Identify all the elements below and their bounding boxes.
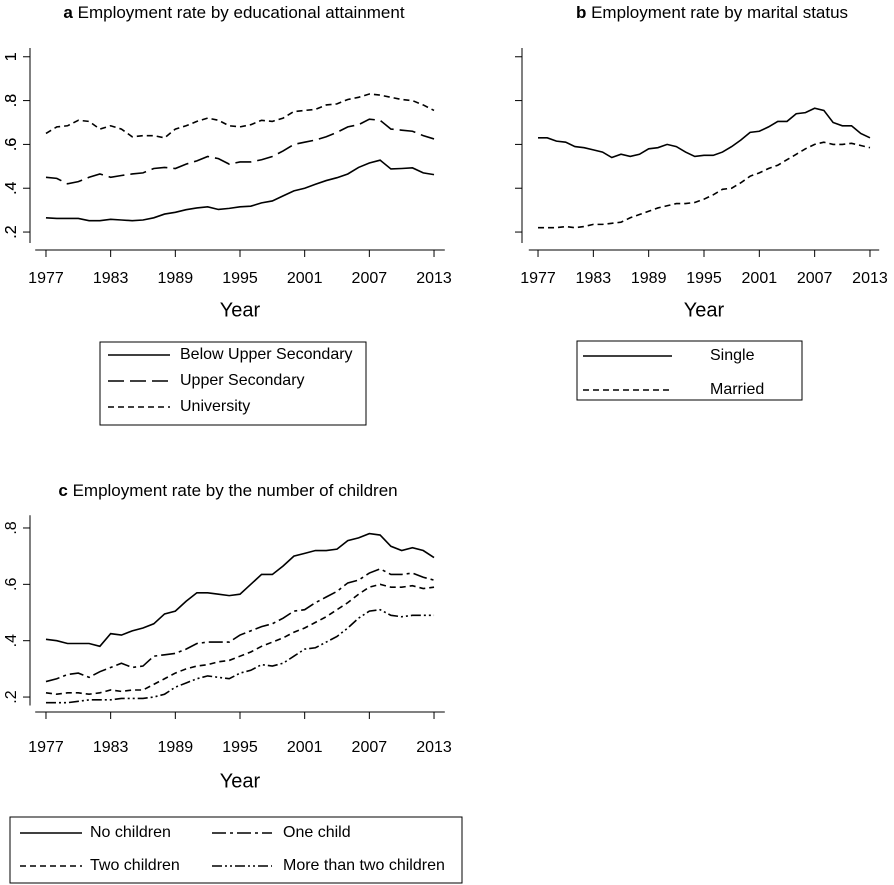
x-axis-title: Year [220, 299, 261, 321]
series-line [538, 107, 871, 159]
x-tick-label: 2013 [416, 270, 452, 287]
y-tick-label: .4 [3, 181, 20, 194]
x-tick-label: 1977 [28, 739, 64, 756]
x-tick-label: 1977 [28, 270, 64, 287]
panel-title-text: Employment rate by educational attainmen… [78, 3, 405, 22]
legend-label: Married [710, 381, 764, 398]
series-line [45, 159, 435, 222]
panel-title-text: Employment rate by marital status [591, 3, 848, 22]
y-tick-label: .2 [3, 225, 20, 238]
y-tick-label: .2 [3, 690, 20, 703]
x-tick-label: 2001 [287, 739, 323, 756]
x-tick-label: 2013 [852, 270, 888, 287]
x-tick-label: 1989 [158, 270, 194, 287]
panel-label: a [63, 3, 73, 22]
y-tick-label: .4 [3, 181, 20, 194]
panel-title: a Employment rate by educational attainm… [63, 3, 404, 22]
x-tick-label: 2001 [742, 270, 778, 287]
y-tick-label: .2 [3, 225, 20, 238]
series-line [45, 118, 435, 185]
x-tick-label: 1983 [576, 270, 612, 287]
legend-label: Below Upper Secondary [180, 346, 353, 363]
legend-box [99, 341, 367, 426]
legend-label: Two children [90, 857, 180, 874]
x-tick-label: 2007 [352, 739, 388, 756]
x-tick-label: 1989 [158, 739, 194, 756]
x-tick-label: 1983 [93, 739, 129, 756]
y-tick-label: .6 [3, 138, 20, 151]
y-tick-label: .8 [3, 94, 20, 107]
y-tick-label: 1 [3, 52, 20, 61]
y-tick-label: .6 [3, 578, 20, 591]
x-tick-label: 1989 [631, 270, 667, 287]
legend-label: Upper Secondary [180, 372, 305, 389]
series-line [45, 608, 435, 704]
x-tick-label: 1977 [520, 270, 556, 287]
series-line [45, 532, 435, 648]
panel-label: b [576, 3, 586, 22]
y-tick-label: .6 [3, 138, 20, 151]
series-line [45, 583, 435, 696]
x-axis-title: Year [684, 299, 725, 321]
panel-title: b Employment rate by marital status [576, 3, 848, 22]
panel-title: c Employment rate by the number of child… [58, 481, 397, 500]
series-line [45, 567, 435, 683]
legend-label: Single [710, 347, 755, 364]
series-line [45, 93, 435, 139]
y-tick-label: 1 [3, 52, 20, 61]
panel-label: c [58, 481, 67, 500]
series-line [538, 141, 871, 229]
x-tick-label: 1995 [686, 270, 722, 287]
x-tick-label: 2001 [287, 270, 323, 287]
legend-box [576, 340, 803, 401]
x-tick-label: 2013 [416, 739, 452, 756]
x-tick-label: 1983 [93, 270, 129, 287]
x-axis-title: Year [220, 770, 261, 792]
y-tick-label: .8 [3, 521, 20, 534]
legend-label: One child [283, 824, 351, 841]
x-tick-label: 1995 [222, 739, 258, 756]
panel-title-text: Employment rate by the number of childre… [73, 481, 398, 500]
legend-label: No children [90, 824, 171, 841]
y-tick-label: .8 [3, 94, 20, 107]
legend-box [9, 816, 463, 884]
legend-label: More than two children [283, 857, 445, 874]
x-tick-label: 2007 [797, 270, 833, 287]
y-tick-label: .4 [3, 634, 20, 647]
x-tick-label: 1995 [222, 270, 258, 287]
x-tick-label: 2007 [352, 270, 388, 287]
legend-label: University [180, 398, 250, 415]
